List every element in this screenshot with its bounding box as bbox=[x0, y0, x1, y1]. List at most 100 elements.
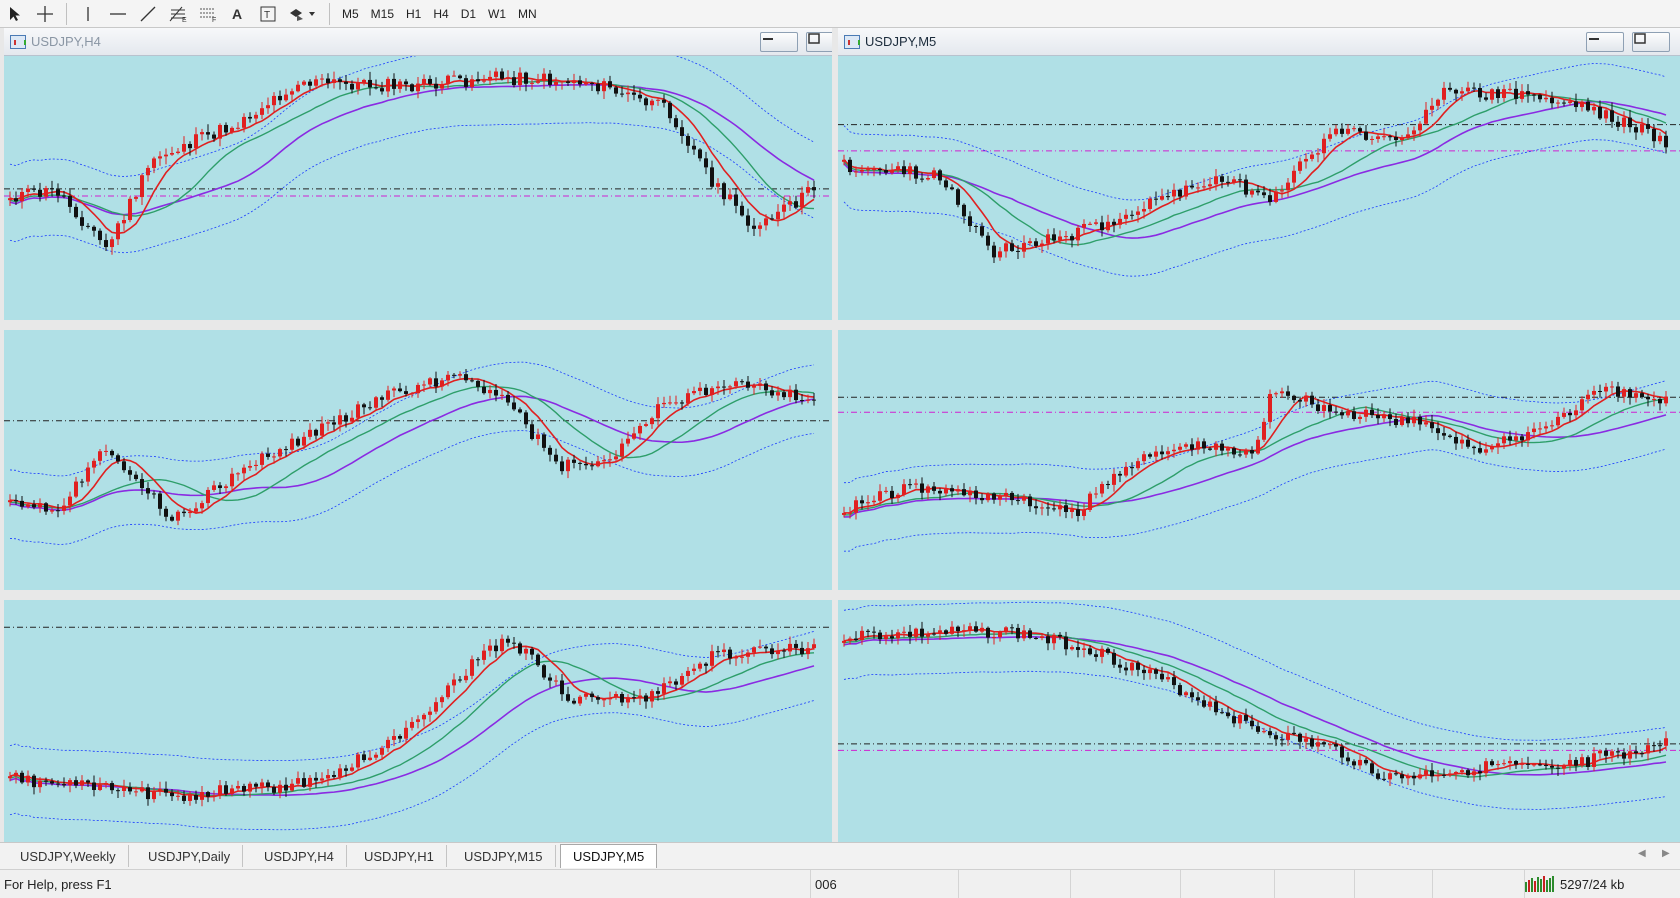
candle-body bbox=[1274, 191, 1278, 202]
candle-body bbox=[200, 132, 204, 135]
candle-body bbox=[1520, 763, 1524, 765]
candle-body bbox=[1640, 124, 1644, 133]
timeframe-d1[interactable]: D1 bbox=[460, 6, 477, 21]
candle-body bbox=[794, 389, 798, 401]
candle-body bbox=[122, 787, 126, 791]
tab-usdjpy-h4[interactable]: USDJPY,H4 bbox=[252, 845, 347, 867]
chart-canvas[interactable] bbox=[838, 330, 1680, 590]
chart-window-top-right[interactable]: USDJPY,M5 bbox=[838, 28, 1680, 320]
chart-window-bottom-right[interactable] bbox=[838, 600, 1680, 842]
maximize-button[interactable] bbox=[806, 32, 832, 52]
crosshair-icon[interactable] bbox=[30, 2, 60, 26]
tab-usdjpy-h1[interactable]: USDJPY,H1 bbox=[352, 845, 447, 867]
chart-window-titlebar[interactable]: USDJPY,M5 bbox=[838, 28, 1680, 56]
candle-body bbox=[368, 757, 372, 761]
candle-body bbox=[1178, 446, 1182, 450]
tab-scroll-right-icon[interactable]: ▶ bbox=[1662, 848, 1670, 859]
envelope-lower-line bbox=[9, 122, 815, 254]
chart-window-bottom-left[interactable] bbox=[4, 600, 832, 842]
candle-body bbox=[284, 784, 288, 791]
candle-body bbox=[680, 127, 684, 136]
chart-window-title: USDJPY,H4 bbox=[31, 34, 101, 49]
chart-canvas[interactable] bbox=[4, 600, 832, 842]
tab-usdjpy-m15[interactable]: USDJPY,M15 bbox=[452, 845, 556, 867]
fibonacci-icon[interactable]: E bbox=[163, 2, 193, 26]
chart-window-titlebar[interactable]: USDJPY,H4 bbox=[4, 28, 832, 56]
candle-body bbox=[116, 455, 120, 462]
candle-body bbox=[1184, 444, 1188, 447]
candle-body bbox=[1082, 509, 1086, 516]
candle-body bbox=[734, 657, 738, 659]
candle-body bbox=[1262, 731, 1266, 733]
candle-body bbox=[332, 79, 336, 84]
moving-average-slow bbox=[9, 83, 815, 216]
candle-body bbox=[1502, 89, 1506, 98]
chart-canvas[interactable] bbox=[4, 28, 832, 320]
candle-body bbox=[698, 387, 702, 392]
chart-window-middle-right[interactable] bbox=[838, 330, 1680, 590]
candle-body bbox=[44, 188, 48, 197]
tab-usdjpy-m5[interactable]: USDJPY,M5 bbox=[560, 844, 658, 868]
candle-body bbox=[602, 460, 606, 462]
candle-body bbox=[56, 510, 60, 512]
candle-body bbox=[1034, 506, 1038, 509]
candle-body bbox=[1130, 662, 1134, 671]
candle-body bbox=[968, 490, 972, 496]
candle-body bbox=[86, 225, 90, 227]
candle-body bbox=[722, 386, 726, 388]
tab-usdjpy-weekly[interactable]: USDJPY,Weekly bbox=[8, 845, 129, 867]
minimize-button[interactable] bbox=[760, 32, 798, 52]
candle-body bbox=[224, 486, 228, 489]
text-icon[interactable]: A bbox=[223, 2, 253, 26]
candle-body bbox=[308, 81, 312, 86]
candle-body bbox=[812, 187, 816, 191]
candle-body bbox=[1190, 444, 1194, 450]
tab-scroll-left-icon[interactable]: ◀ bbox=[1638, 848, 1646, 859]
tab-usdjpy-daily[interactable]: USDJPY,Daily bbox=[136, 845, 244, 867]
candle-body bbox=[218, 785, 222, 796]
candle-body bbox=[146, 167, 150, 176]
timeframe-h1[interactable]: H1 bbox=[406, 6, 422, 21]
candle-body bbox=[1016, 500, 1020, 502]
grid-icon[interactable]: F bbox=[193, 2, 223, 26]
timeframe-mn[interactable]: MN bbox=[518, 6, 537, 21]
status-connection[interactable]: 5297/24 kb bbox=[1524, 870, 1680, 898]
candle-body bbox=[1118, 664, 1122, 668]
candle-body bbox=[962, 204, 966, 217]
candle-body bbox=[248, 116, 252, 119]
candle-body bbox=[206, 132, 210, 135]
candle-body bbox=[260, 453, 264, 465]
candle-body bbox=[1664, 135, 1668, 148]
candle-body bbox=[1586, 394, 1590, 400]
candle-body bbox=[266, 782, 270, 787]
candle-body bbox=[842, 640, 846, 643]
vertical-line-icon[interactable] bbox=[73, 2, 103, 26]
chart-canvas[interactable] bbox=[838, 28, 1680, 320]
candle-body bbox=[1364, 409, 1368, 417]
candle-body bbox=[1496, 764, 1500, 766]
candle-body bbox=[80, 481, 84, 483]
chart-window-middle-left[interactable] bbox=[4, 330, 832, 590]
timeframe-w1[interactable]: W1 bbox=[488, 6, 507, 21]
candle-body bbox=[1652, 745, 1656, 747]
candle-body bbox=[530, 424, 534, 440]
candle-body bbox=[728, 194, 732, 200]
trendline-icon[interactable] bbox=[133, 2, 163, 26]
chart-canvas[interactable] bbox=[838, 600, 1680, 842]
cursor-arrow-icon[interactable] bbox=[0, 2, 30, 26]
timeframe-m5[interactable]: M5 bbox=[342, 6, 359, 21]
chart-window-top-left[interactable]: USDJPY,H4 bbox=[4, 28, 832, 320]
candle-body bbox=[1346, 128, 1350, 134]
candle-body bbox=[1070, 647, 1074, 650]
timeframe-m15[interactable]: M15 bbox=[370, 6, 395, 21]
candle-body bbox=[1100, 648, 1104, 657]
candle-body bbox=[1094, 222, 1098, 224]
horizontal-line-icon[interactable] bbox=[103, 2, 133, 26]
minimize-button[interactable] bbox=[1586, 32, 1624, 52]
chart-canvas[interactable] bbox=[4, 330, 832, 590]
shapes-dropdown-icon[interactable] bbox=[283, 2, 323, 26]
timeframe-h4[interactable]: H4 bbox=[433, 6, 449, 21]
candle-body bbox=[1082, 223, 1086, 228]
maximize-button[interactable] bbox=[1632, 32, 1670, 52]
text-label-icon[interactable]: T bbox=[253, 2, 283, 26]
